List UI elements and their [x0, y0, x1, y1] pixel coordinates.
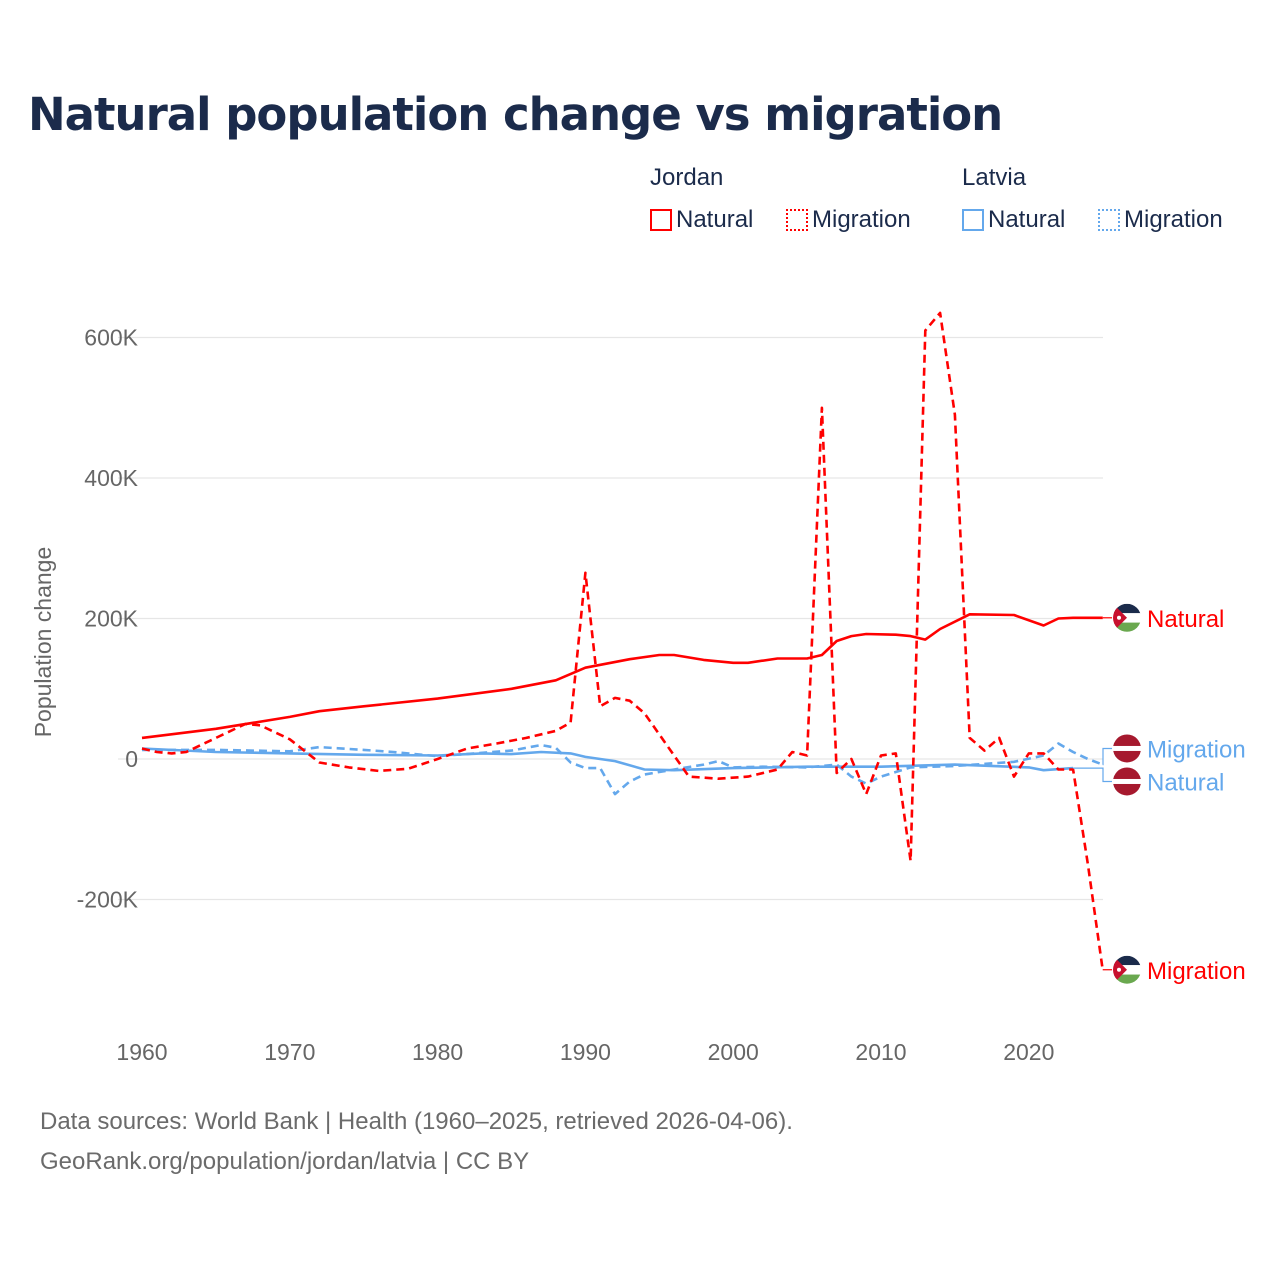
solid-swatch-icon	[962, 209, 984, 231]
x-tick-label: 2020	[1003, 1039, 1054, 1065]
flag-star	[1117, 967, 1121, 972]
label-connector	[1102, 747, 1112, 766]
y-tick-label: -200K	[77, 887, 139, 913]
series-line-jordan-natural	[141, 613, 1103, 740]
flag-stripe	[1113, 974, 1141, 984]
flag-stripe	[1113, 613, 1141, 623]
dotted-swatch-icon	[1098, 209, 1120, 231]
y-tick-label: 200K	[84, 606, 138, 632]
legend-jordan-natural[interactable]: Natural	[650, 206, 753, 234]
x-tick-label: 2010	[855, 1039, 906, 1065]
footer-link[interactable]: GeoRank.org/population/jordan/latvia | C…	[40, 1148, 530, 1175]
y-tick-label: 0	[125, 746, 138, 772]
flag-stripe	[1113, 778, 1141, 784]
flag-stripe	[1113, 965, 1141, 975]
x-tick-label: 1980	[412, 1039, 463, 1065]
series-line-latvia-migration	[142, 742, 1104, 796]
flag-stripe	[1113, 603, 1141, 614]
series-line-latvia-natural	[141, 747, 1074, 772]
legend-label: Migration	[812, 206, 911, 233]
legend-group-latvia: Latvia	[962, 164, 1027, 191]
jordan-flag-icon	[1113, 603, 1141, 632]
jordan-flag-icon	[1113, 955, 1141, 984]
legend-group-jordan: Jordan	[650, 164, 724, 191]
dotted-swatch-icon	[786, 209, 808, 231]
y-tick-label: 600K	[84, 325, 138, 351]
latvia-flag-icon	[1113, 734, 1141, 763]
legend-label: Natural	[676, 206, 754, 233]
series-end-label: Migration	[1147, 736, 1246, 763]
x-tick-label: 1970	[264, 1039, 315, 1065]
legend-latvia-migration[interactable]: Migration	[1098, 206, 1223, 234]
latvia-flag-icon	[1113, 767, 1141, 796]
legend-latvia-natural[interactable]: Natural	[962, 206, 1065, 234]
label-connector	[1073, 767, 1112, 783]
series-end-label: Natural	[1147, 606, 1224, 633]
legend-label: Natural	[988, 206, 1066, 233]
y-axis-label: Population change	[30, 547, 56, 738]
flag	[1113, 955, 1141, 984]
flag	[1113, 603, 1141, 632]
flag-stripe	[1113, 745, 1141, 751]
chart-title: Natural population change vs migration	[28, 88, 1003, 141]
solid-swatch-icon	[650, 209, 672, 231]
x-tick-label: 1960	[116, 1039, 167, 1065]
flag-stripe	[1113, 955, 1141, 966]
series-line-jordan-migration	[141, 311, 1104, 970]
series-end-label: Natural	[1147, 769, 1224, 796]
x-tick-label: 1990	[560, 1039, 611, 1065]
series-end-label: Migration	[1147, 958, 1246, 985]
flag-stripe	[1113, 622, 1141, 632]
legend-jordan-migration[interactable]: Migration	[786, 206, 911, 234]
footer-sources: Data sources: World Bank | Health (1960–…	[40, 1108, 793, 1135]
x-tick-label: 2000	[708, 1039, 759, 1065]
flag-star	[1117, 615, 1121, 620]
legend-label: Migration	[1124, 206, 1223, 233]
y-tick-label: 400K	[84, 465, 138, 491]
